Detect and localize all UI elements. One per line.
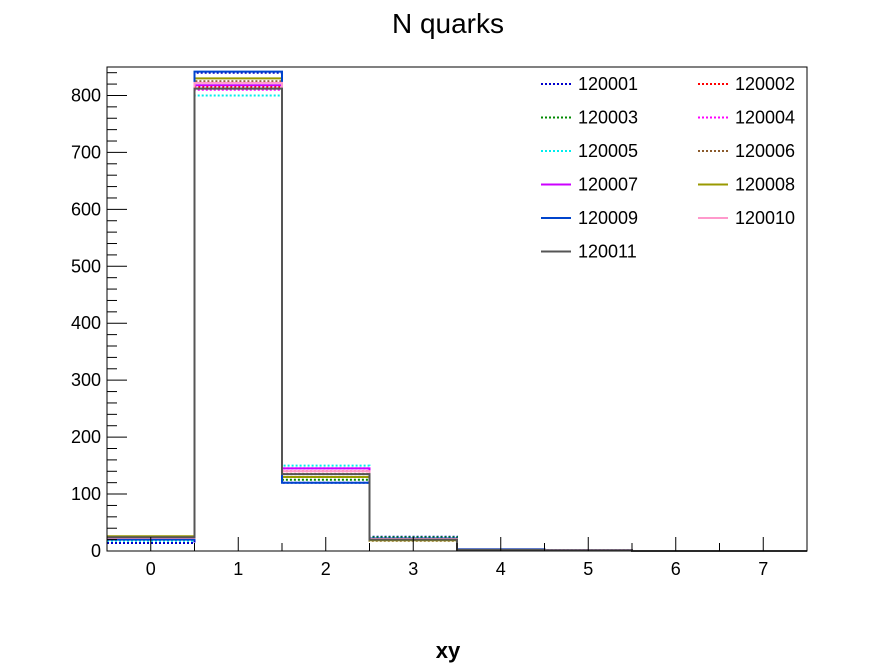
axis-layer: 0 1 2 3 4 5 6 7 0 100 200 300 400 500 600 700 800 (71, 72, 808, 579)
legend-label: 120011 (578, 242, 637, 262)
legend-label: 120006 (735, 141, 795, 161)
x-tick-label: 3 (408, 559, 418, 579)
plot-frame (106, 66, 808, 552)
y-tick-label: 100 (71, 484, 101, 504)
x-tick-label: 6 (671, 559, 681, 579)
legend: 120001 120002 120003 120004 120005 120006 1200… (541, 74, 795, 262)
x-tick-label: 1 (233, 559, 243, 579)
y-tick-label: 400 (71, 313, 101, 333)
y-tick-label: 200 (71, 427, 101, 447)
chart-title: N quarks (392, 8, 504, 39)
series-layer (107, 70, 807, 552)
y-tick-label: 800 (71, 85, 101, 105)
legend-label: 120010 (735, 208, 795, 228)
series-line-120007 (107, 84, 807, 552)
x-tick-label: 7 (758, 559, 768, 579)
legend-label: 120007 (578, 175, 638, 195)
legend-label: 120008 (735, 175, 795, 195)
x-tick-label: 0 (146, 559, 156, 579)
legend-label: 120004 (735, 108, 795, 128)
y-tick-label: 700 (71, 142, 101, 162)
legend-label: 120009 (578, 208, 638, 228)
legend-label: 120001 (578, 74, 638, 94)
series-line-120005 (107, 94, 807, 552)
legend-label: 120003 (578, 108, 638, 128)
series-line-120001 (107, 71, 807, 552)
y-tick-label: 600 (71, 199, 101, 219)
y-tick-label: 300 (71, 370, 101, 390)
x-tick-label: 5 (583, 559, 593, 579)
y-tick-label: 500 (71, 256, 101, 276)
series-line-120008 (107, 77, 807, 552)
y-tick-label: 0 (91, 541, 101, 561)
legend-label: 120005 (578, 141, 638, 161)
x-axis-label: xy (436, 638, 461, 663)
series-line-120004 (107, 88, 807, 552)
series-line-120009 (107, 70, 807, 552)
x-tick-label: 4 (496, 559, 506, 579)
series-line-120003 (107, 87, 807, 552)
series-line-120010 (107, 81, 807, 552)
series-line-120011 (107, 87, 807, 552)
x-tick-label: 2 (321, 559, 331, 579)
legend-label: 120002 (735, 74, 795, 94)
series-line-120002 (107, 85, 807, 552)
